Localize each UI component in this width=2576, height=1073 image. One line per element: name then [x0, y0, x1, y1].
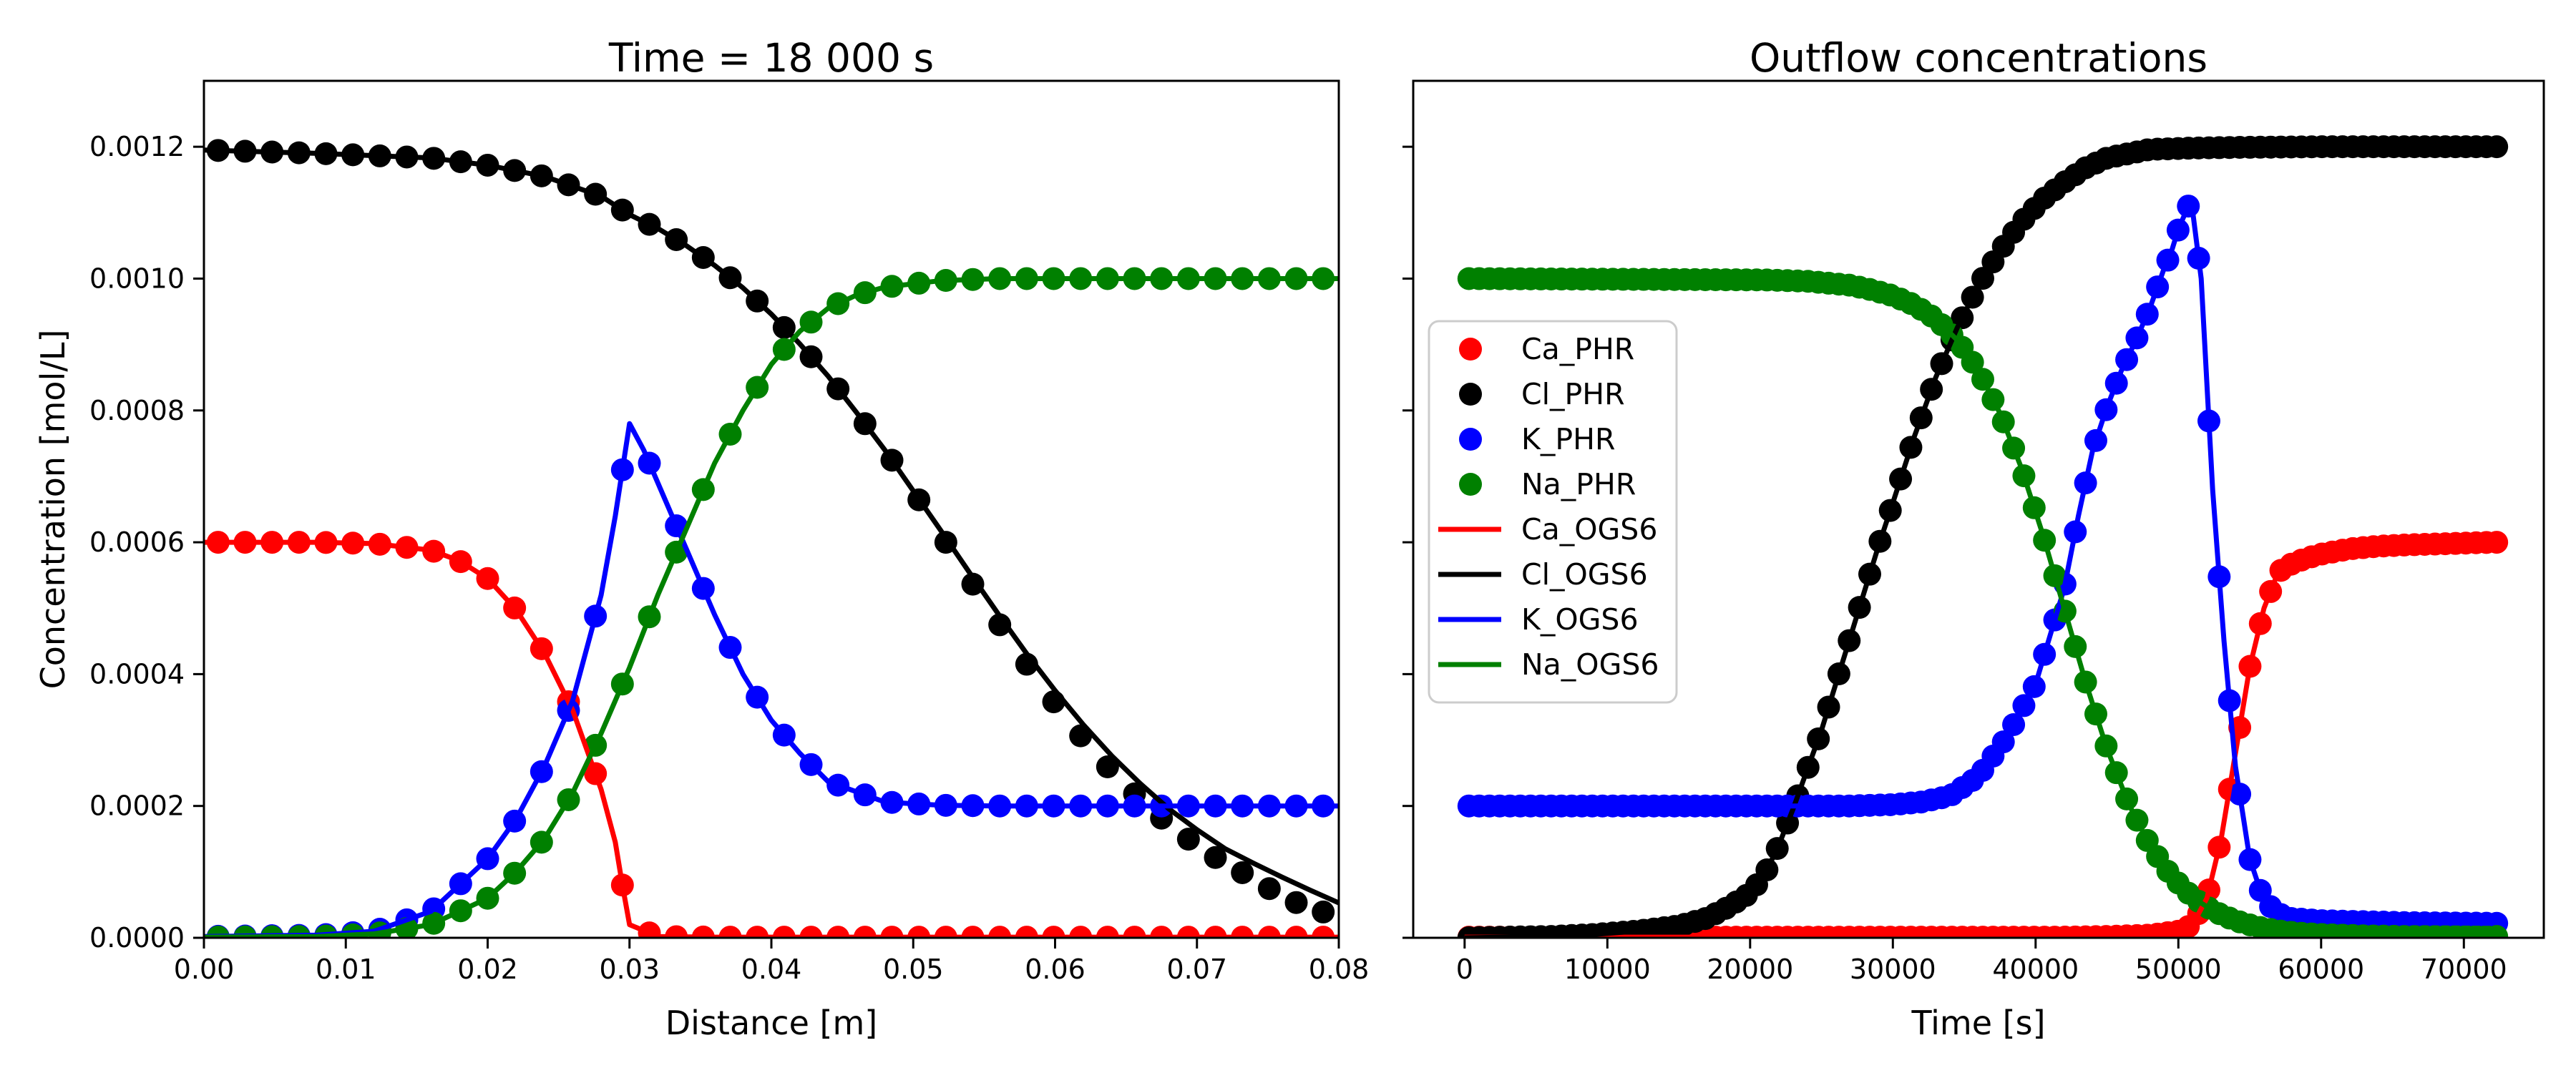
right-xtick-label: 30000: [1850, 954, 1936, 985]
axes-right-spines: [1412, 79, 2545, 939]
left-xtick-label: 0.02: [457, 954, 518, 985]
left-plot-xlabel: Distance [m]: [665, 1004, 877, 1042]
left-ytick-label: 0.0010: [89, 263, 185, 294]
series-Cl_OGS6-line: [1464, 144, 2493, 938]
left-xtick-label: 0.01: [316, 954, 376, 985]
legend-marker-Cl_PHR: [1459, 383, 1482, 406]
left-ytick-label: 0.0000: [89, 922, 185, 954]
right-xtick-label: 20000: [1707, 954, 1793, 985]
series-K_OGS6-line: [1464, 197, 2493, 926]
right-xtick-label: 70000: [2421, 954, 2507, 985]
plots-layer: 0.00 0.01 0.02 0.03 0.04 0.05 0.06 0.07 0.08 0.00…: [89, 79, 2545, 985]
legend-marker-Ca_PHR: [1459, 338, 1482, 361]
left-xtick-label: 0.07: [1166, 954, 1227, 985]
left-xtick-label: 0.03: [599, 954, 660, 985]
left-ytick-label: 0.0008: [89, 395, 185, 426]
right-xtick-label: 0: [1456, 954, 1473, 985]
left-xtick-label: 0.08: [1309, 954, 1370, 985]
left-plot-title: Time = 18 000 s: [608, 35, 934, 81]
left-ytick-label: 0.0002: [89, 790, 185, 822]
legend-label-K_PHR: K_PHR: [1521, 422, 1615, 456]
axes-left-spines: [203, 79, 1340, 939]
series-Ca_PHR-dots: [206, 531, 1335, 938]
right-xtick-label: 10000: [1564, 954, 1651, 985]
series-K_PHR-dots: [206, 451, 1335, 938]
left-plot-ylabel: Concentration [mol/L]: [34, 330, 72, 690]
legend-label-Ca_PHR: Ca_PHR: [1521, 332, 1634, 366]
axes-right-ticks: 0 10000 20000 30000 40000 50000 60000 70000: [1402, 145, 2507, 985]
legend-marker-K_PHR: [1459, 428, 1482, 451]
left-xtick-label: 0.05: [883, 954, 944, 985]
legend-marker-Na_PHR: [1459, 473, 1482, 496]
axes-left-series: [204, 139, 1339, 938]
right-xtick-label: 60000: [2278, 954, 2364, 985]
series-K_OGS6-line: [204, 421, 1339, 938]
legend-box: [1428, 320, 1678, 704]
series-Na_OGS6-line: [204, 276, 1339, 938]
left-ytick-label: 0.0004: [89, 658, 185, 690]
left-ytick-label: 0.0006: [89, 526, 185, 558]
legend-label-Na_OGS6: Na_OGS6: [1521, 647, 1659, 682]
legend: Ca_PHR Cl_PHR K_PHR Na_PHR Ca_OGS6 Cl_OGS6 K_O…: [1428, 320, 1678, 704]
legend-label-Cl_PHR: Cl_PHR: [1521, 377, 1625, 411]
series-Ca_OGS6-line: [204, 539, 1339, 938]
right-plot-title: Outflow concentrations: [1750, 35, 2207, 81]
axes-right-series: [1457, 135, 2509, 938]
left-xtick-label: 0.04: [741, 954, 802, 985]
legend-label-Cl_OGS6: Cl_OGS6: [1521, 557, 1648, 592]
series-Ca_OGS6-line: [1464, 539, 2493, 938]
right-xtick-label: 50000: [2135, 954, 2222, 985]
right-plot-xlabel: Time [s]: [1911, 1004, 2045, 1042]
series-Na_OGS6-line: [1464, 276, 2493, 938]
left-xtick-label: 0.06: [1025, 954, 1085, 985]
axes-left-ticks: 0.00 0.01 0.02 0.03 0.04 0.05 0.06 0.07 0.08 0.00…: [89, 131, 1369, 985]
right-xtick-label: 40000: [1992, 954, 2079, 985]
legend-label-Ca_OGS6: Ca_OGS6: [1521, 512, 1657, 547]
legend-label-K_OGS6: K_OGS6: [1521, 602, 1639, 637]
left-xtick-label: 0.00: [174, 954, 235, 985]
series-Cl_OGS6-line: [204, 147, 1339, 906]
legend-label-Na_PHR: Na_PHR: [1521, 467, 1636, 501]
left-ytick-label: 0.0012: [89, 131, 185, 162]
